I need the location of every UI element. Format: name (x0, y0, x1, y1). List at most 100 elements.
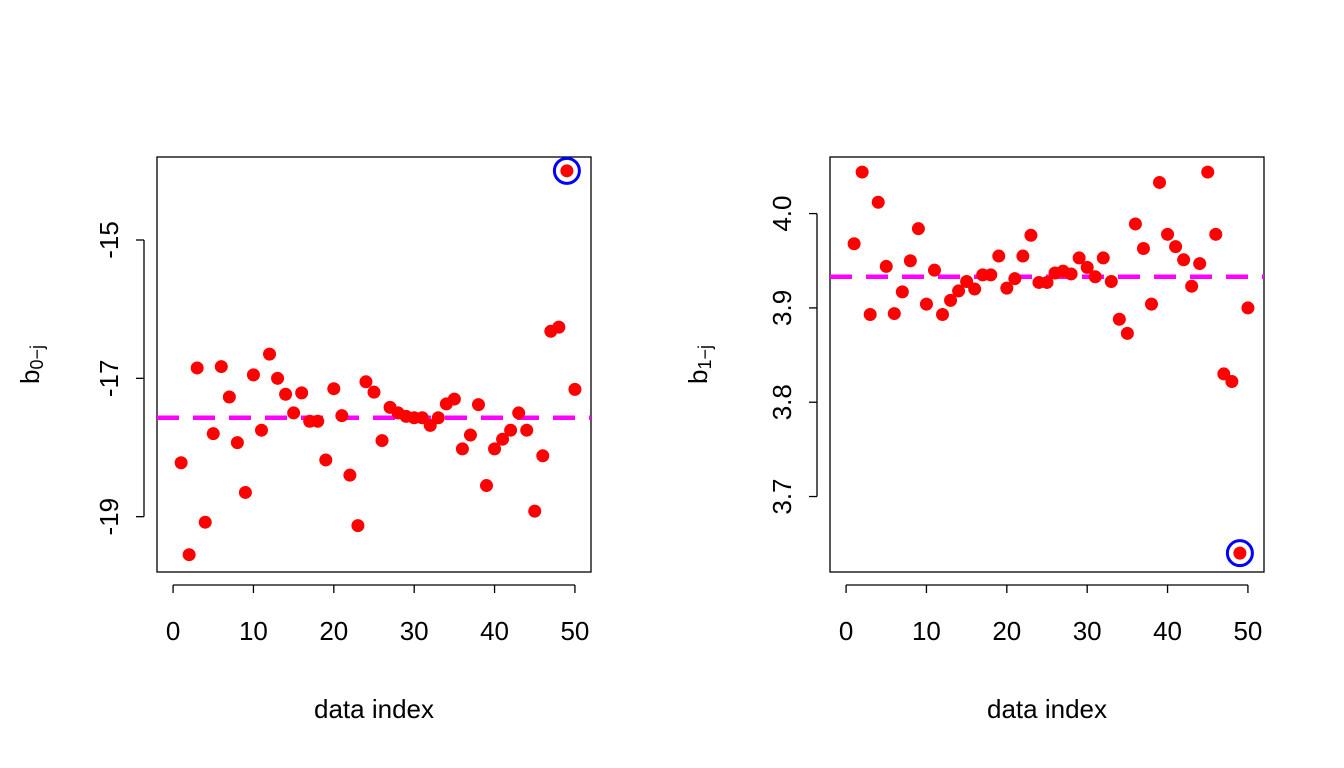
data-point (560, 164, 574, 178)
x-tick-label: 40 (1153, 616, 1182, 646)
data-point (206, 427, 220, 441)
data-point (254, 423, 268, 437)
data-point (1193, 257, 1207, 271)
data-point (952, 284, 966, 298)
x-tick-label: 40 (480, 616, 509, 646)
x-tick-label: 50 (1233, 616, 1262, 646)
data-point (279, 387, 293, 401)
data-points (847, 165, 1255, 560)
data-point (911, 222, 925, 236)
y-axis-title-subscript: 1−j (695, 345, 715, 370)
data-point (1161, 227, 1175, 241)
x-tick-label: 10 (239, 616, 268, 646)
outlier-highlight-ring (552, 156, 581, 185)
data-point (471, 398, 485, 412)
data-point (319, 453, 333, 467)
x-tick-label: 30 (1073, 616, 1102, 646)
x-tick-label: 0 (166, 616, 180, 646)
data-point (246, 368, 260, 382)
data-point (1144, 297, 1158, 311)
data-point (1225, 374, 1239, 388)
data-point (1241, 301, 1255, 315)
data-point (367, 385, 381, 399)
data-point (992, 249, 1006, 263)
data-point (1128, 217, 1142, 231)
data-point (1000, 281, 1014, 295)
data-point (238, 485, 252, 499)
data-point (198, 515, 212, 529)
x-axis: 0 10 20 30 40 50 (166, 584, 589, 646)
plot-frame (156, 156, 592, 573)
data-point (936, 308, 950, 322)
y-tick-label: -19 (94, 498, 124, 536)
data-point (520, 423, 534, 437)
data-point (190, 361, 204, 375)
data-point (968, 282, 982, 296)
data-point (536, 449, 550, 463)
data-point (1104, 275, 1118, 288)
data-point (863, 308, 877, 322)
data-point (512, 406, 526, 420)
data-point (174, 456, 188, 470)
data-point (1185, 279, 1199, 293)
data-point (1153, 175, 1167, 189)
data-point (903, 254, 917, 268)
data-point (1064, 267, 1078, 281)
data-point (295, 386, 309, 400)
x-tick-label: 50 (560, 616, 589, 646)
data-point (1136, 241, 1150, 255)
data-point (375, 434, 389, 448)
data-point (568, 382, 582, 396)
left-scatter-panel: 0 10 20 30 40 50 data index -19 -17 -15 b0−j (15, 156, 592, 724)
data-point (455, 442, 469, 456)
data-point (855, 165, 869, 179)
y-tick-label: -15 (94, 221, 124, 259)
data-point (496, 432, 510, 446)
data-point (552, 320, 566, 334)
x-tick-label: 30 (400, 616, 429, 646)
y-axis-title-base: b (683, 370, 713, 384)
data-point (480, 479, 494, 493)
data-point (488, 442, 502, 456)
data-point (1112, 312, 1126, 326)
y-tick-label: 3.8 (767, 384, 797, 420)
data-point (887, 307, 901, 321)
x-tick-label: 0 (839, 616, 853, 646)
data-point (927, 263, 941, 277)
data-point (1177, 253, 1191, 267)
x-axis: 0 10 20 30 40 50 (839, 584, 1262, 646)
x-axis-title: data index (314, 694, 434, 724)
data-point (271, 371, 285, 385)
y-tick-label: 3.9 (767, 290, 797, 326)
x-axis-title: data index (987, 694, 1107, 724)
data-point (1016, 249, 1030, 263)
data-point (944, 293, 958, 307)
data-point (327, 382, 341, 396)
data-point (222, 390, 236, 404)
data-point (1072, 251, 1086, 265)
data-point (528, 504, 542, 518)
y-tick-label: 4.0 (767, 196, 797, 232)
y-axis-title: b0−j (15, 345, 47, 384)
data-point (504, 423, 518, 437)
data-point (879, 259, 893, 273)
data-point (1233, 546, 1247, 560)
data-point (1120, 326, 1134, 340)
data-point (335, 409, 349, 423)
data-point (1201, 165, 1215, 179)
data-point (984, 268, 998, 282)
y-tick-label: 3.7 (767, 478, 797, 514)
data-point (1024, 228, 1038, 242)
y-axis-title: b1−j (683, 345, 715, 384)
x-tick-label: 20 (992, 616, 1021, 646)
data-point (230, 436, 244, 450)
data-point (919, 297, 933, 311)
data-point (1169, 240, 1183, 254)
data-point (359, 375, 373, 389)
data-point (287, 406, 301, 420)
data-point (351, 519, 365, 533)
data-point (343, 468, 357, 482)
y-axis-title-base: b (15, 370, 45, 384)
